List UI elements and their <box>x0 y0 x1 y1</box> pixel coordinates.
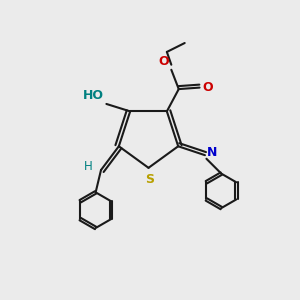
Text: HO: HO <box>83 89 104 103</box>
Text: O: O <box>158 55 169 68</box>
Text: H: H <box>84 160 93 173</box>
Text: S: S <box>146 173 154 186</box>
Text: N: N <box>207 146 218 159</box>
Text: O: O <box>202 81 213 94</box>
